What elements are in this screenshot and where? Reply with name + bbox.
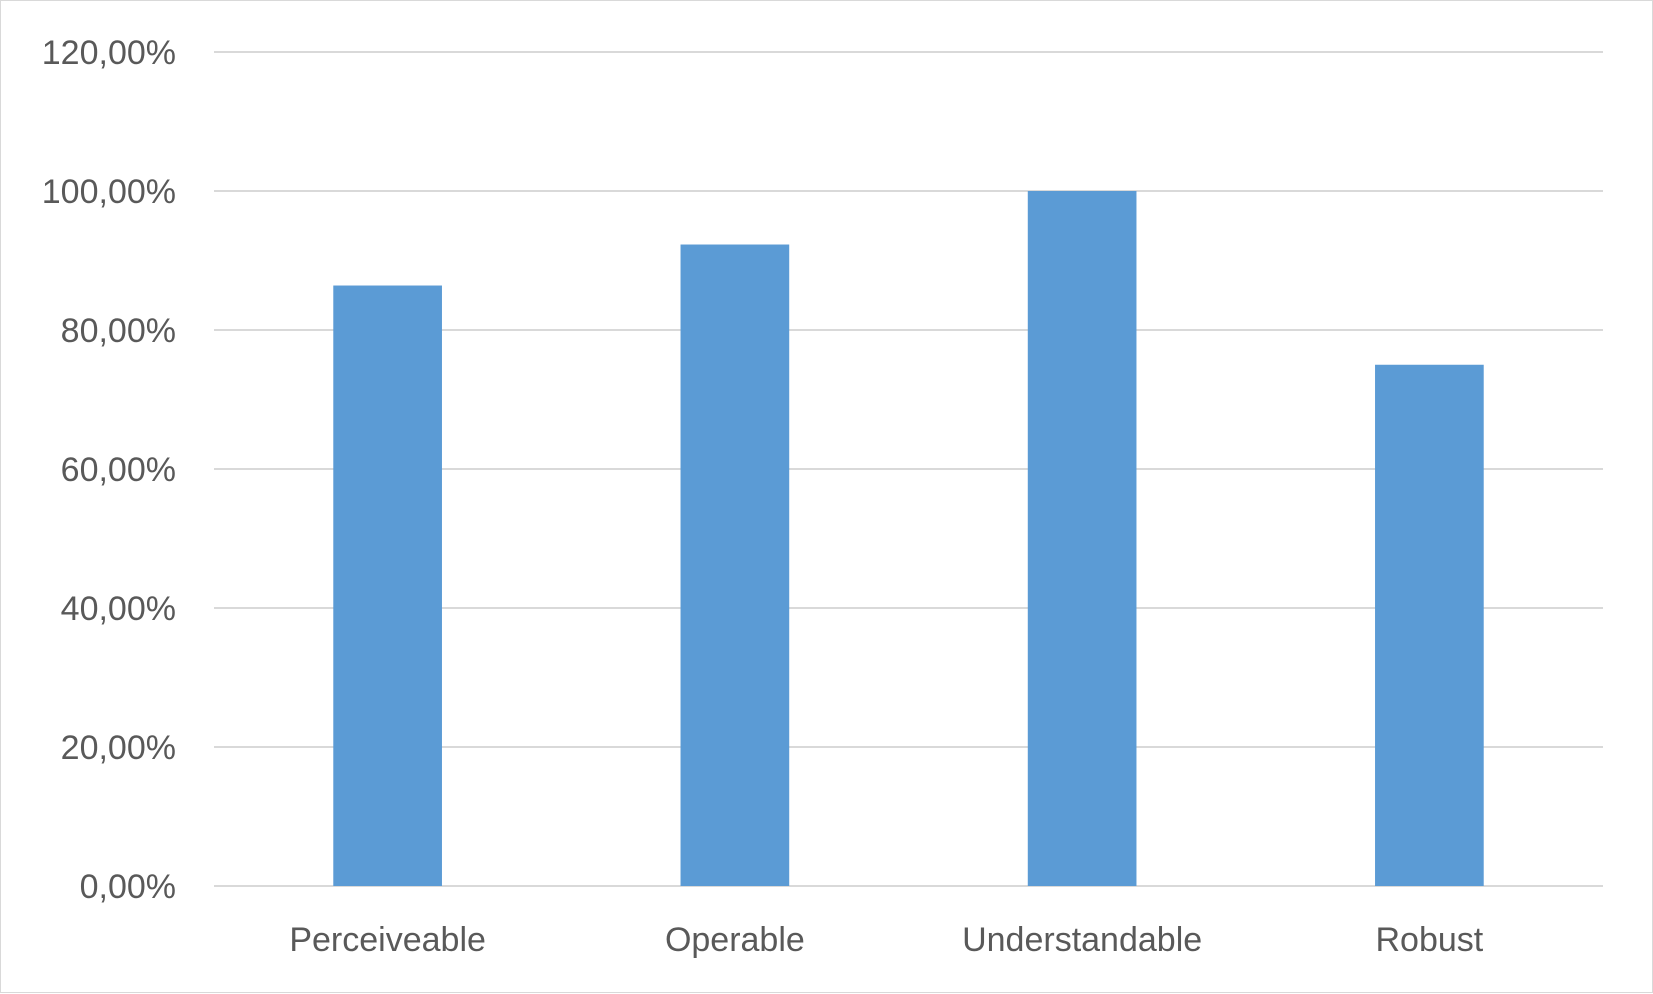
x-axis-categories: Perceiveable Operable Understandable Robust <box>289 921 1483 959</box>
bars <box>333 191 1484 886</box>
x-category-label: Perceiveable <box>289 921 486 959</box>
y-tick-label: 40,00% <box>61 590 176 628</box>
y-tick-label: 60,00% <box>61 451 176 489</box>
bar-operable <box>680 244 790 886</box>
y-tick-label: 120,00% <box>42 34 176 72</box>
bar-understandable <box>1027 191 1137 886</box>
y-tick-label: 20,00% <box>61 729 176 767</box>
y-tick-label: 0,00% <box>80 868 176 906</box>
x-category-label: Robust <box>1376 921 1484 959</box>
bar-perceiveable <box>333 285 442 886</box>
bar-robust <box>1375 364 1484 886</box>
x-category-label: Operable <box>665 921 805 959</box>
y-tick-label: 100,00% <box>42 173 176 211</box>
y-tick-label: 80,00% <box>61 312 176 350</box>
gridlines <box>214 51 1603 887</box>
y-axis-ticks: 0,00% 20,00% 40,00% 60,00% 80,00% 100,00% 120,… <box>42 34 176 906</box>
x-category-label: Understandable <box>962 921 1202 959</box>
